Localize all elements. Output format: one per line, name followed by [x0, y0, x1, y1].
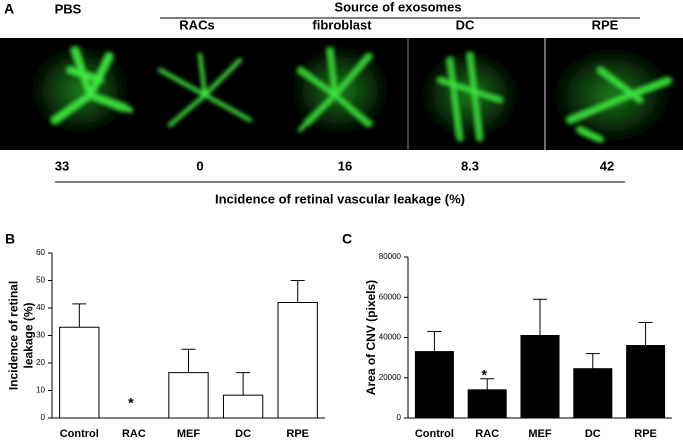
- x-tick-label: RPE: [634, 428, 657, 440]
- x-tick-label: Control: [415, 428, 454, 440]
- x-tick-label: RAC: [122, 428, 146, 440]
- y-tick-label: 10: [36, 386, 45, 395]
- y-tick-label: 0: [41, 413, 46, 422]
- retina-images: [0, 38, 683, 150]
- bar: [414, 351, 454, 419]
- y-tick-label: 0: [397, 413, 402, 422]
- x-tick-label: MEF: [177, 428, 201, 440]
- panel-label: A: [4, 1, 14, 17]
- y-axis-label: Area of CNV (pixels): [364, 280, 378, 395]
- error-bar: [236, 372, 251, 396]
- y-tick-label: 20000: [379, 373, 402, 382]
- error-bar: [480, 378, 495, 390]
- error-bar: [638, 321, 653, 346]
- column-label: RPE: [592, 17, 619, 32]
- bar: [277, 302, 318, 419]
- panel-label: B: [5, 231, 15, 247]
- error-bar: [290, 280, 305, 303]
- y-axis-label: leakage (%): [22, 302, 36, 368]
- column-value: 42: [600, 158, 614, 173]
- column-label: fibroblast: [312, 17, 372, 32]
- significance-marker: *: [481, 367, 487, 383]
- y-tick-label: 80000: [379, 252, 402, 261]
- column-label: RACs: [179, 17, 214, 32]
- bar: [626, 345, 666, 419]
- x-tick-label: DC: [585, 428, 601, 440]
- significance-marker: *: [128, 395, 134, 411]
- x-tick-label: DC: [235, 428, 251, 440]
- panel-label: C: [342, 231, 352, 247]
- x-tick-label: RPE: [286, 428, 309, 440]
- bar: [168, 372, 209, 419]
- column-value: 16: [338, 158, 352, 173]
- error-bar: [585, 353, 600, 369]
- bar: [467, 389, 507, 419]
- y-tick-label: 20: [36, 358, 45, 367]
- y-tick-label: 50: [36, 276, 45, 285]
- y-tick-label: 40: [36, 303, 45, 312]
- error-bar: [427, 330, 442, 352]
- column-value: 0: [196, 158, 203, 173]
- error-bar: [181, 348, 196, 373]
- bar: [59, 326, 100, 419]
- bar: [222, 394, 264, 419]
- bar: [520, 334, 560, 419]
- y-tick-label: 30: [36, 331, 45, 340]
- error-bar: [72, 303, 87, 328]
- y-tick-label: 60000: [379, 292, 402, 301]
- column-value: 8.3: [461, 158, 479, 173]
- column-value: 33: [55, 158, 69, 173]
- column-label: PBS: [55, 1, 82, 16]
- error-bar: [533, 298, 547, 336]
- vessels: [30, 45, 673, 143]
- x-tick-label: MEF: [528, 428, 552, 440]
- x-tick-label: RAC: [475, 428, 499, 440]
- y-tick-label: 60: [36, 248, 45, 257]
- y-axis-label: Incidence of retinal: [7, 281, 21, 390]
- group-title: Source of exosomes: [334, 0, 461, 14]
- y-tick-label: 40000: [379, 333, 402, 342]
- bar: [573, 368, 613, 419]
- x-tick-label: Control: [60, 428, 99, 440]
- column-label: DC: [456, 17, 475, 32]
- caption: Incidence of retinal vascular leakage (%…: [215, 191, 465, 206]
